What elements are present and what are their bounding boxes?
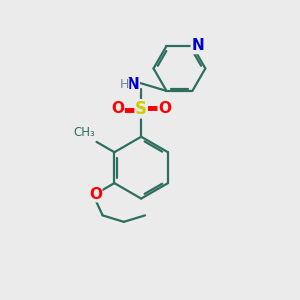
Text: CH₃: CH₃ [73,126,95,139]
Text: N: N [127,77,139,92]
Text: O: O [158,101,171,116]
Text: O: O [111,101,124,116]
Text: O: O [89,187,102,202]
Text: S: S [135,100,147,118]
Text: N: N [191,38,204,53]
Text: H: H [119,78,129,91]
